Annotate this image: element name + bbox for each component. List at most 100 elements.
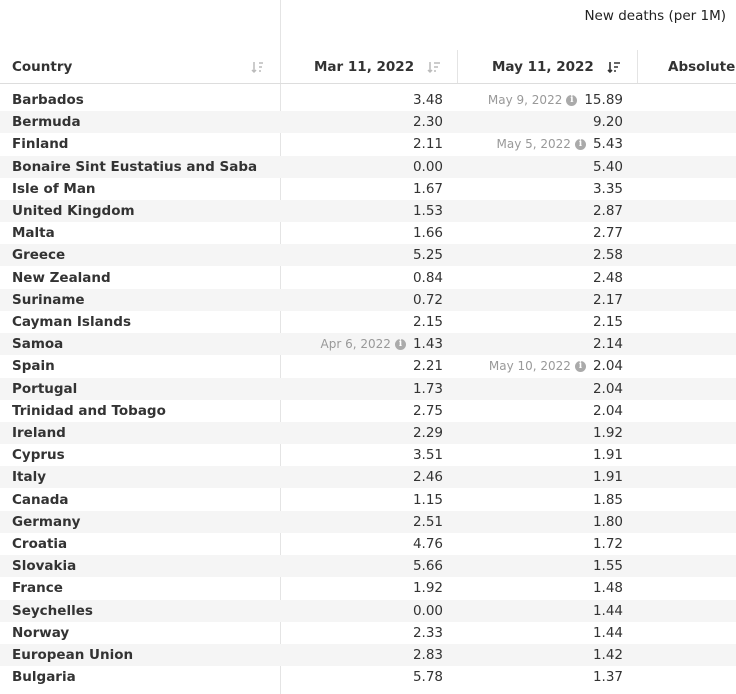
value: 2.17: [592, 291, 623, 308]
country-name: Finland: [12, 136, 69, 153]
country-name: Seychelles: [12, 602, 93, 619]
country-name: Cyprus: [12, 447, 65, 464]
value: 2.83: [412, 647, 443, 663]
value-cell: 1.72: [593, 536, 623, 552]
value: 2.14: [592, 336, 623, 353]
table-row: Malta 1.66 2.77: [0, 222, 736, 244]
value-cell: 1.92: [593, 425, 623, 441]
value: 5.78: [412, 669, 443, 686]
table-row: Greece 5.25 2.58: [0, 244, 736, 267]
value: 1.37: [592, 669, 623, 686]
value-cell: 2.77: [593, 225, 623, 241]
value-cell: 2.75: [413, 403, 443, 419]
value: 2.58: [592, 247, 623, 264]
value: 2.15: [412, 314, 443, 330]
value: 3.35: [592, 180, 623, 197]
value: 5.43: [592, 136, 623, 153]
value-cell: 2.48: [593, 270, 623, 286]
value-cell: 2.58: [593, 247, 623, 263]
value: 2.87: [592, 203, 623, 219]
group-header: New deaths (per 1M): [584, 8, 726, 24]
column-header[interactable]: Country: [12, 59, 73, 75]
table-row: Seychelles 0.00 1.44: [0, 599, 736, 622]
value: 5.66: [412, 558, 443, 575]
info-icon: i: [394, 338, 406, 350]
value-cell: 3.48: [413, 92, 443, 108]
value-cell: 1.67: [413, 181, 443, 197]
value-cell: 0.72: [413, 292, 443, 308]
date-note: May 9, 2022: [487, 93, 563, 107]
table-row: Bonaire Sint Eustatius and Saba 0.00 5.40: [0, 155, 736, 178]
value: 2.11: [412, 136, 443, 153]
value-cell: 5.25: [413, 247, 443, 263]
column-header[interactable]: Mar 11, 2022: [314, 59, 415, 75]
value: 1.48: [592, 580, 623, 597]
sort-icon[interactable]: [427, 60, 441, 74]
column-divider: [637, 50, 638, 84]
value-cell: 1.55: [593, 558, 623, 574]
value: 5.25: [412, 247, 443, 264]
value: 2.15: [592, 314, 623, 330]
value: 2.75: [412, 402, 443, 419]
value: 1.72: [592, 536, 623, 552]
column-header[interactable]: May 11, 2022: [492, 59, 594, 75]
value: 2.51: [412, 513, 443, 530]
value-cell: 9.20: [593, 114, 623, 130]
info-icon: i: [566, 94, 578, 106]
value-cell: 1.44: [593, 625, 623, 641]
value: 2.04: [592, 380, 623, 397]
value-cell: 1.85: [593, 492, 623, 508]
value: 3.48: [412, 92, 443, 108]
value-cell: May 5, 2022 i 5.43: [497, 136, 624, 152]
value: 1.55: [592, 558, 623, 575]
value-cell: 2.15: [593, 314, 623, 330]
value-cell: 5.66: [413, 558, 443, 574]
value-cell: 4.76: [413, 536, 443, 552]
table-row: Ireland 2.29 1.92: [0, 422, 736, 444]
country-name: Bonaire Sint Eustatius and Saba: [12, 158, 258, 175]
sort-icon[interactable]: [251, 60, 265, 74]
value-cell: 5.78: [413, 669, 443, 685]
value-cell: 1.92: [413, 580, 443, 596]
country-name: Ireland: [12, 425, 66, 441]
value: 1.44: [592, 624, 623, 641]
value-cell: 2.83: [413, 647, 443, 663]
value: 1.92: [412, 580, 443, 597]
table-row: Canada 1.15 1.85: [0, 489, 736, 511]
value: 0.00: [412, 602, 443, 619]
country-name: Norway: [12, 624, 70, 641]
value-cell: 2.46: [413, 469, 443, 485]
value: 1.67: [412, 180, 443, 197]
value: 1.53: [412, 203, 443, 219]
value: 4.76: [412, 536, 443, 552]
country-name: Greece: [12, 247, 66, 264]
value-cell: 1.73: [413, 381, 443, 397]
table-row: Norway 2.33 1.44: [0, 622, 736, 644]
value-cell: May 9, 2022 i 15.89: [488, 92, 623, 108]
value: 3.51: [412, 447, 443, 464]
table-row: Spain 2.21 May 10, 2022 i 2.04: [0, 355, 736, 377]
country-name: Isle of Man: [12, 180, 96, 197]
value: 2.29: [412, 425, 443, 441]
value: 2.04: [592, 402, 623, 419]
column-header[interactable]: Absolute Change: [668, 59, 736, 75]
table-row: Cayman Islands 2.15 2.15: [0, 311, 736, 333]
table-row: Portugal 1.73 2.04: [0, 377, 736, 400]
value-cell: 5.40: [593, 159, 623, 175]
country-name: Canada: [12, 491, 69, 508]
sort-icon-active[interactable]: [607, 60, 621, 74]
country-name: Malta: [12, 225, 55, 242]
value-cell: 3.51: [413, 447, 443, 463]
value: 9.20: [592, 114, 623, 131]
table-row: Slovakia 5.66 1.55: [0, 555, 736, 578]
country-name: Slovakia: [12, 558, 77, 575]
value: 2.30: [412, 114, 443, 131]
value: 1.15: [412, 491, 443, 508]
value: 1.43: [412, 336, 443, 353]
date-note: May 5, 2022: [496, 137, 571, 152]
value-cell: 0.84: [413, 270, 443, 286]
value-cell: 2.33: [413, 625, 443, 641]
value-cell: 2.14: [593, 336, 623, 352]
value: 0.72: [412, 291, 443, 308]
